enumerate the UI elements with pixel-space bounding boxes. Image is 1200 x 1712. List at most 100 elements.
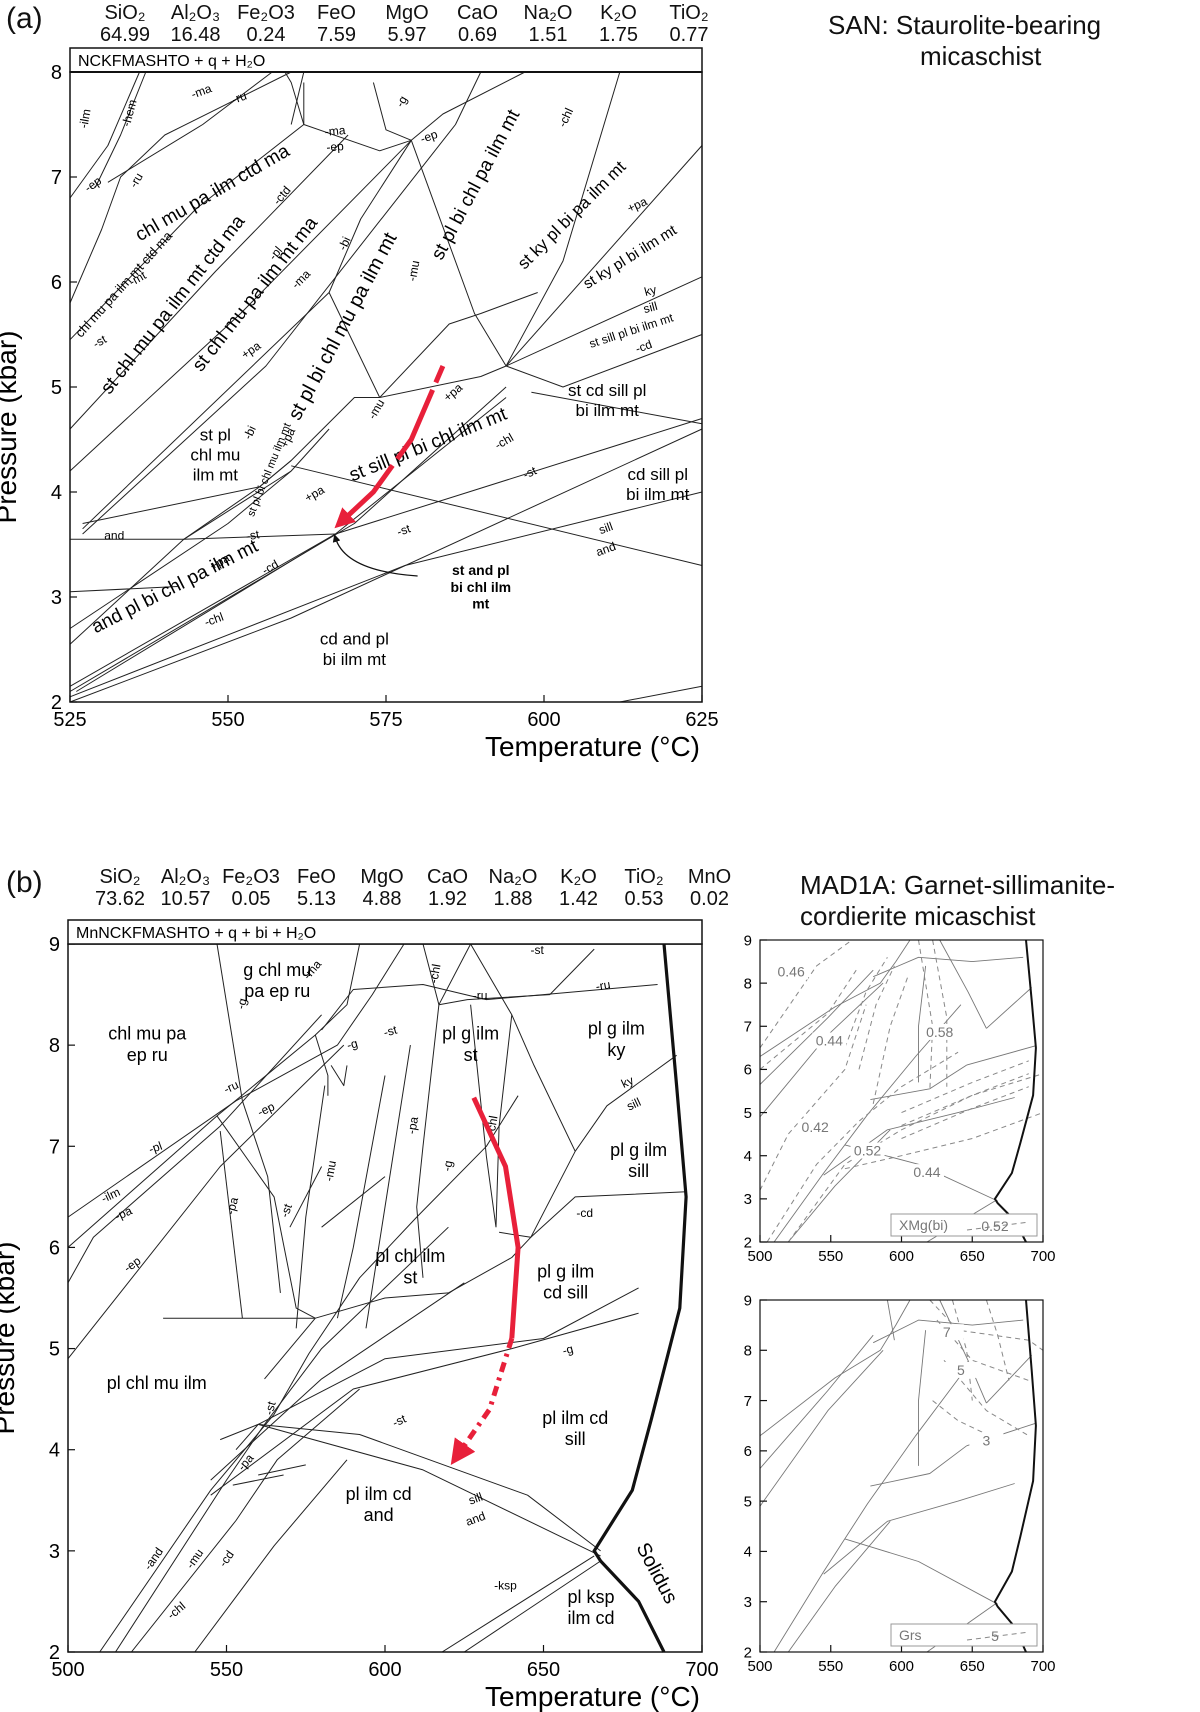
phase-boundary-a [505, 71, 621, 367]
panel-b-letter: (b) [6, 866, 43, 899]
panel-a-oxide-name: K₂O [600, 2, 637, 24]
panel-b-oxide-name: TiO₂ [624, 866, 664, 888]
chart-b-y-tick-label: 2 [49, 1642, 60, 1664]
chart-b-field-label: Solidus [632, 1539, 682, 1607]
inset-grs-boundary [759, 1349, 884, 1507]
chart-b-field-label-line: cd sill [543, 1283, 588, 1303]
chart-b-reaction-label: sill [467, 1490, 485, 1508]
chart-b-field-label-line: pl ilm cd [542, 1408, 608, 1428]
inset-xmg-isopleth [844, 957, 888, 1049]
chart-a-field-label-line: st pl [200, 425, 231, 444]
chart-a-reaction-label: +pa [302, 482, 327, 504]
phase-boundary-b [448, 1236, 532, 1294]
chart-a-reaction-label: sill [597, 519, 615, 537]
panel-b-oxide-name: Al₂O₃ [160, 866, 211, 888]
phase-boundary-a [505, 334, 703, 388]
chart-a-reaction-label: -hem [119, 98, 140, 128]
inset-grs-boundary [939, 1299, 987, 1404]
chart-a-reaction-label: -ma [189, 81, 214, 101]
chart-a-field-label-line: mt [472, 595, 489, 611]
panel-b-oxide-value: 5.13 [297, 888, 336, 910]
inset-grs-isopleth [951, 1299, 973, 1401]
inset-grs-isopleth [936, 1319, 1029, 1381]
panel-b-oxide-name: SiO₂ [99, 866, 141, 888]
chart-a-reaction-label: -g [393, 93, 410, 109]
chart-b-reaction-label: -ep [255, 1099, 277, 1119]
chart-a-reaction-label: and [104, 528, 124, 542]
inset-xmg-legend-label: XMg(bi) [899, 1217, 948, 1233]
chart-b-x-tick-label: 600 [368, 1659, 401, 1681]
chart-a-reaction-label: -ru [230, 89, 249, 107]
phase-boundary-a [290, 71, 305, 125]
inset-grs-y-tick-label: 7 [744, 1393, 752, 1410]
panel-a-oxide-name: TiO₂ [669, 2, 709, 24]
phase-boundary-a [328, 292, 507, 398]
phase-boundary-b [416, 1004, 440, 1278]
inset-xmg-isopleth-label-bg [909, 1164, 944, 1181]
phase-boundary-b [194, 1459, 348, 1653]
chart-a-x-tick-label: 525 [53, 709, 86, 731]
chart-b-pt-path-solid [471, 1096, 521, 1339]
chart-a-field-label-line: bi ilm mt [576, 401, 640, 420]
panel-b-oxide-value: 1.92 [428, 888, 467, 910]
chart-b-field-label-line: chl mu pa [108, 1024, 187, 1044]
inset-grs-boundary [844, 1538, 998, 1605]
chart-b-x-tick-label: 650 [527, 1659, 560, 1681]
chart-a-x-axis-label: Temperature (°C) [485, 731, 700, 762]
inset-xmg-isopleth-label-bg [774, 963, 809, 980]
chart-a-y-tick-label: 3 [51, 587, 62, 609]
phase-boundary-b [67, 1014, 322, 1284]
chart-b-reaction-label: -pa [223, 1195, 241, 1216]
phase-boundary-b [258, 1423, 601, 1552]
panel-a-oxide-value: 16.48 [170, 24, 221, 46]
panel-a-oxide-4: MgO 5.97 [375, 2, 439, 46]
chart-a-field-label: st pl chl mu ilm mt [190, 425, 240, 484]
phase-boundary-b [210, 1282, 465, 1481]
panel-a-oxide-8: TiO₂ 0.77 [657, 2, 721, 46]
panel-b-oxide-table: SiO₂ 73.62 Al₂O₃ 10.57 Fe₂O3 0.05 FeO 5.13 MgO 4.… [0, 866, 790, 916]
chart-b-reaction-label: sill [624, 1095, 643, 1114]
panel-a-system-box [69, 47, 703, 73]
inset-grs-boundary [759, 1334, 874, 1469]
chart-a-field-label-line: bi chl ilm [450, 579, 511, 595]
panel-a-letter: (a) [6, 2, 43, 35]
phase-boundary-b [216, 1115, 316, 1319]
phase-boundary-a [69, 134, 349, 430]
phase-boundary-b [232, 1474, 284, 1486]
inset-xmg-solidus-line [993, 939, 1037, 1243]
chart-b-field-label-line: ep ru [127, 1045, 168, 1065]
phase-boundary-b [219, 1131, 243, 1319]
inset-xmg-isopleth [932, 939, 948, 1087]
panel-b-oxide-value: 1.88 [493, 888, 533, 910]
phase-boundary-b [241, 1100, 281, 1293]
phase-boundary-a [505, 276, 703, 367]
inset-xmg-isopleth-group [759, 939, 1044, 1243]
chart-b-reaction-label: -ru [473, 989, 488, 1003]
chart-a-field-label-line: ilm mt [193, 466, 239, 485]
chart-b-reaction-label: -g [561, 1342, 575, 1358]
inset-xmg-boundary [918, 965, 927, 1083]
inset-xmg-x-tick-label: 600 [889, 1248, 914, 1265]
chart-a-field-label-line: and pl bi chl pa ilm mt [88, 536, 262, 638]
inset-grs-y-tick-label: 5 [744, 1493, 752, 1510]
phase-boundary-b [470, 943, 576, 1152]
chart-b-reaction-label: -pa [404, 1115, 421, 1135]
phase-boundary-a [69, 470, 292, 629]
chart-a-x-tick-label: 625 [685, 709, 718, 731]
panel-a-oxide-value: 64.99 [99, 24, 151, 46]
chart-b-field-label: pl chl mu ilm [107, 1373, 207, 1393]
inset-grs-isopleth-label-bg [943, 1361, 978, 1378]
phase-boundary-a [259, 460, 292, 488]
panel-a-oxide-value: 1.75 [599, 24, 638, 46]
pseudosection-a: 525 550 575 600 625 2 3 4 5 6 7 8 Temperature (°C) Pr… [0, 47, 719, 762]
phase-boundary-b [258, 1423, 601, 1557]
panel-b-oxide-value: 0.05 [231, 888, 271, 910]
inset-xmg-isopleth-label: 0.42 [802, 1119, 829, 1135]
inset-xmg-x-tick-label: 500 [747, 1248, 772, 1265]
chart-b-field-label-line: st [403, 1267, 417, 1287]
panel-a-oxide-value: 5.97 [387, 24, 427, 46]
chart-a-reaction-label: +pa [625, 194, 650, 215]
inset-xmg-boundary-group [759, 939, 1037, 1243]
chart-b-reaction-label: -ru [595, 977, 612, 993]
chart-a-x-tick-label: 600 [527, 709, 560, 731]
